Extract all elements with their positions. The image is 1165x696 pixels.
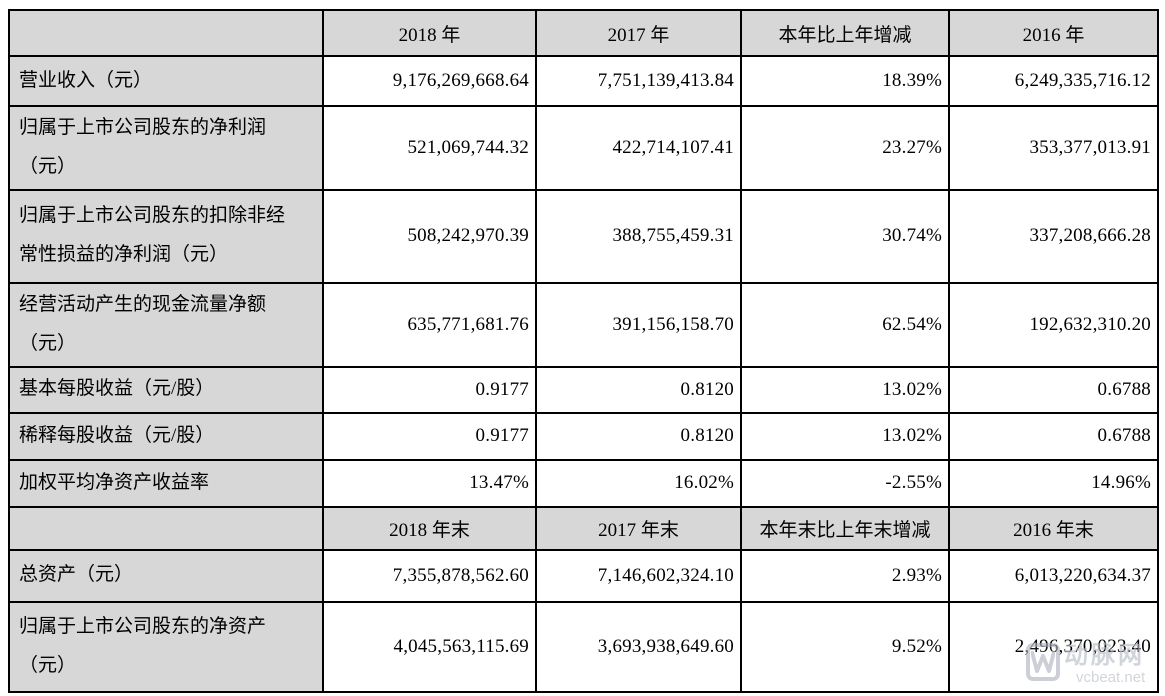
header-year-end-change: 本年末比上年末增减 <box>740 505 950 551</box>
cell-2018: 635,771,681.76 <box>322 281 537 368</box>
row-label: 经营活动产生的现金流量净额 （元） <box>8 281 324 368</box>
header-2016-end: 2016 年末 <box>948 505 1159 551</box>
financial-summary-table: 2018 年 2017 年 本年比上年增减 2016 年 营业收入（元） 9,1… <box>8 9 1159 693</box>
row-total-assets: 总资产（元） 7,355,878,562.60 7,146,602,324.10… <box>8 548 1159 603</box>
cell-2016: 337,208,666.28 <box>948 188 1159 284</box>
cell-2016: 353,377,013.91 <box>948 105 1159 191</box>
cell-2016: 2,496,370,023.40 <box>948 600 1159 693</box>
row-net-profit-attributable: 归属于上市公司股东的净利润 （元） 521,069,744.32 422,714… <box>8 105 1159 191</box>
cell-change: 23.27% <box>740 105 950 191</box>
cell-2016: 0.6788 <box>948 411 1159 461</box>
cell-2016: 14.96% <box>948 458 1159 508</box>
cell-2018: 0.9177 <box>322 365 537 414</box>
cell-change: 62.54% <box>740 281 950 368</box>
row-label: 总资产（元） <box>8 548 324 603</box>
cell-2018: 13.47% <box>322 458 537 508</box>
row-label: 加权平均净资产收益率 <box>8 458 324 508</box>
row-net-profit-excl-nonrecurring: 归属于上市公司股东的扣除非经 常性损益的净利润（元） 508,242,970.3… <box>8 188 1159 284</box>
cell-2018: 521,069,744.32 <box>322 105 537 191</box>
header-yoy-change: 本年比上年增减 <box>740 9 950 57</box>
row-label: 归属于上市公司股东的扣除非经 常性损益的净利润（元） <box>8 188 324 284</box>
cell-2017: 422,714,107.41 <box>535 105 742 191</box>
header-empty-cell <box>8 505 324 551</box>
key-metrics-table: 2018 年 2017 年 本年比上年增减 2016 年 营业收入（元） 9,1… <box>8 9 1159 693</box>
row-basic-eps: 基本每股收益（元/股） 0.9177 0.8120 13.02% 0.6788 <box>8 365 1159 414</box>
cell-2017: 7,751,139,413.84 <box>535 55 742 107</box>
row-label: 营业收入（元） <box>8 55 324 107</box>
cell-2017: 388,755,459.31 <box>535 188 742 284</box>
cell-2016: 6,013,220,634.37 <box>948 548 1159 603</box>
row-label: 归属于上市公司股东的净资产 （元） <box>8 600 324 693</box>
cell-2017: 16.02% <box>535 458 742 508</box>
cell-change: 9.52% <box>740 600 950 693</box>
row-label: 归属于上市公司股东的净利润 （元） <box>8 105 324 191</box>
cell-change: 2.93% <box>740 548 950 603</box>
cell-2017: 7,146,602,324.10 <box>535 548 742 603</box>
cell-2017: 3,693,938,649.60 <box>535 600 742 693</box>
header-empty-cell <box>8 9 324 57</box>
header-2018-end: 2018 年末 <box>322 505 537 551</box>
cell-2018: 7,355,878,562.60 <box>322 548 537 603</box>
cell-change: 13.02% <box>740 411 950 461</box>
cell-2018: 9,176,269,668.64 <box>322 55 537 107</box>
header-2017: 2017 年 <box>535 9 742 57</box>
row-operating-revenue: 营业收入（元） 9,176,269,668.64 7,751,139,413.8… <box>8 55 1159 107</box>
cell-2017: 0.8120 <box>535 365 742 414</box>
cell-2016: 6,249,335,716.12 <box>948 55 1159 107</box>
header-2017-end: 2017 年末 <box>535 505 742 551</box>
cell-2018: 508,242,970.39 <box>322 188 537 284</box>
header-2016: 2016 年 <box>948 9 1159 57</box>
annual-header-row: 2018 年 2017 年 本年比上年增减 2016 年 <box>8 9 1159 57</box>
row-label: 基本每股收益（元/股） <box>8 365 324 414</box>
cell-2016: 0.6788 <box>948 365 1159 414</box>
cell-2017: 391,156,158.70 <box>535 281 742 368</box>
year-end-header-row: 2018 年末 2017 年末 本年末比上年末增减 2016 年末 <box>8 505 1159 551</box>
row-diluted-eps: 稀释每股收益（元/股） 0.9177 0.8120 13.02% 0.6788 <box>8 411 1159 461</box>
cell-change: 18.39% <box>740 55 950 107</box>
cell-change: -2.55% <box>740 458 950 508</box>
cell-2018: 0.9177 <box>322 411 537 461</box>
cell-change: 30.74% <box>740 188 950 284</box>
cell-2018: 4,045,563,115.69 <box>322 600 537 693</box>
cell-2016: 192,632,310.20 <box>948 281 1159 368</box>
row-operating-cash-flow: 经营活动产生的现金流量净额 （元） 635,771,681.76 391,156… <box>8 281 1159 368</box>
cell-2017: 0.8120 <box>535 411 742 461</box>
row-weighted-avg-roe: 加权平均净资产收益率 13.47% 16.02% -2.55% 14.96% <box>8 458 1159 508</box>
header-2018: 2018 年 <box>322 9 537 57</box>
row-label: 稀释每股收益（元/股） <box>8 411 324 461</box>
cell-change: 13.02% <box>740 365 950 414</box>
row-net-assets-attributable: 归属于上市公司股东的净资产 （元） 4,045,563,115.69 3,693… <box>8 600 1159 693</box>
